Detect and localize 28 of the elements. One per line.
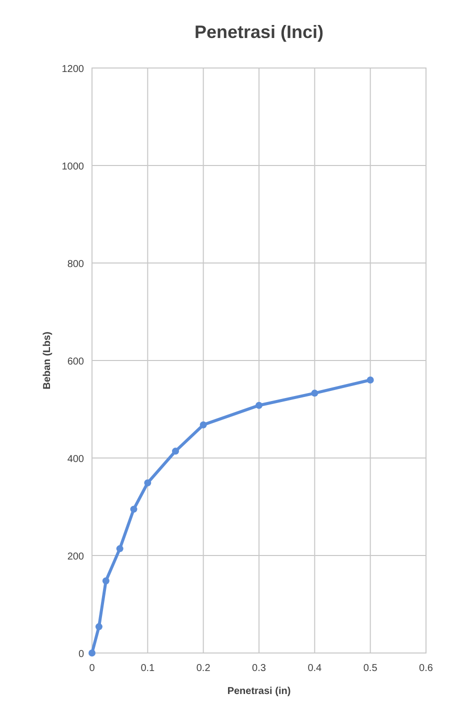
point: [311, 390, 318, 397]
point: [256, 402, 262, 409]
point: [88, 650, 96, 656]
y-tick-label: 600: [67, 356, 84, 368]
point: [144, 479, 152, 486]
point: [172, 448, 179, 455]
y-tick-label: 400: [67, 454, 84, 465]
y-tick-label: 200: [67, 552, 84, 562]
x-axis-title: Penetrasi (in): [227, 686, 291, 697]
y-tick-label: 800: [67, 259, 84, 270]
chart-title: Penetrasi (Inci): [194, 22, 324, 42]
point: [200, 421, 207, 428]
point: [95, 623, 102, 630]
y-axis-title: Beban (Lbs): [42, 332, 53, 390]
x-tick-label: 0.2: [196, 663, 211, 674]
point: [102, 577, 110, 584]
x-tick-label: 0.4: [308, 663, 322, 674]
x-tick-label: 0.3: [252, 663, 266, 674]
x-tick-label: 0.5: [363, 663, 378, 674]
x-tick-label: 0.1: [140, 663, 156, 674]
point: [116, 545, 124, 552]
point: [366, 376, 374, 384]
y-tick-label: 0: [78, 649, 84, 660]
y-tick-label: 1200: [62, 64, 84, 75]
y-tick-label: 1000: [62, 162, 84, 172]
point: [130, 506, 138, 513]
x-tick-label: 0.6: [419, 663, 434, 674]
x-tick-label: 0: [89, 663, 96, 674]
